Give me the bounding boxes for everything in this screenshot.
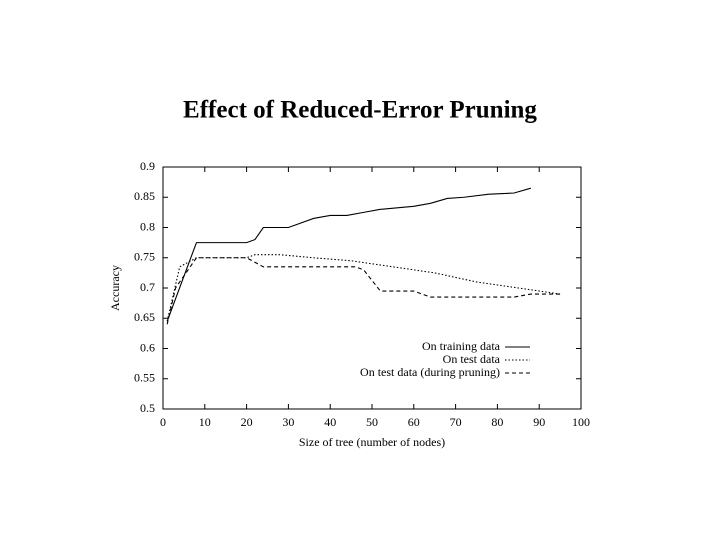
- y-tick-label: 0.85: [134, 189, 155, 203]
- line-series: [166, 187, 531, 322]
- legend-label: On test data (during pruning): [360, 365, 500, 379]
- x-tick-label: 50: [366, 415, 378, 429]
- x-tick-label: 20: [241, 415, 253, 429]
- line-series: [166, 254, 561, 322]
- x-tick-label: 90: [533, 415, 545, 429]
- y-tick-label: 0.5: [140, 401, 155, 415]
- y-tick-label: 0.7: [140, 280, 155, 294]
- y-tick-label: 0.65: [134, 310, 155, 324]
- legend-label: On test data: [443, 352, 501, 366]
- x-axis-label: Size of tree (number of nodes): [299, 435, 445, 449]
- x-tick-label: 100: [572, 415, 590, 429]
- x-tick-label: 10: [199, 415, 211, 429]
- y-tick-label: 0.9: [140, 159, 155, 173]
- y-tick-label: 0.55: [134, 371, 155, 385]
- x-tick-label: 60: [408, 415, 420, 429]
- x-tick-label: 40: [324, 415, 336, 429]
- y-tick-label: 0.6: [140, 340, 155, 354]
- x-tick-label: 80: [491, 415, 503, 429]
- x-tick-label: 70: [450, 415, 462, 429]
- x-tick-label: 30: [282, 415, 294, 429]
- x-tick-label: 0: [160, 415, 166, 429]
- legend-label: On training data: [422, 339, 501, 353]
- chart-title: Effect of Reduced-Error Pruning: [183, 97, 537, 124]
- y-tick-label: 0.8: [140, 219, 155, 233]
- y-tick-label: 0.75: [134, 250, 155, 264]
- y-axis-label: Accuracy: [108, 265, 122, 311]
